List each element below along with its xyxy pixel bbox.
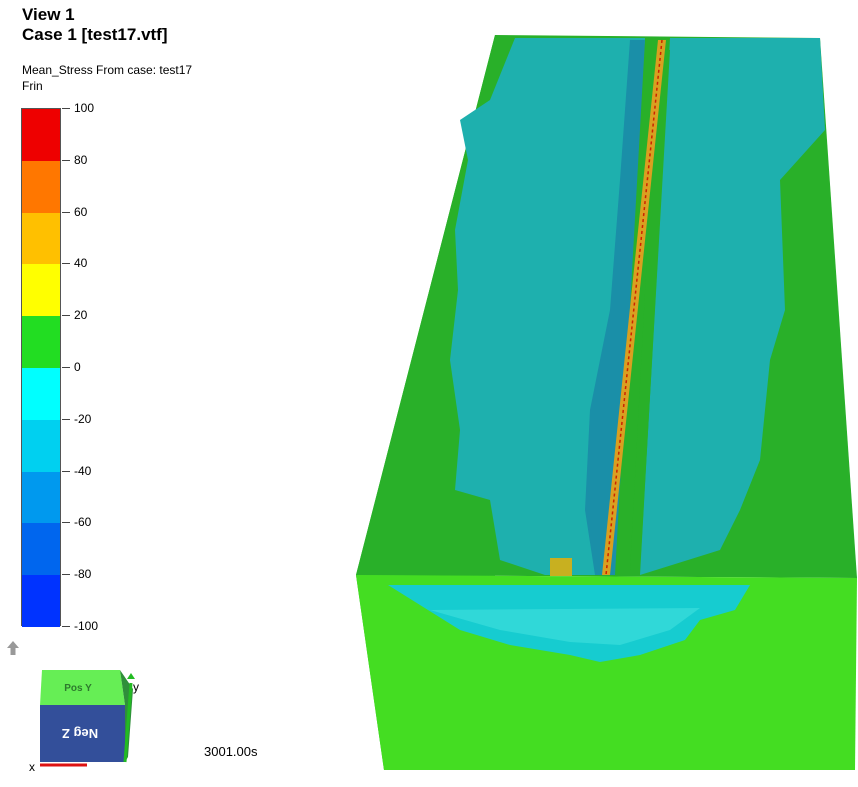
legend-tick-label: -80 (74, 567, 92, 582)
weld-seam (602, 40, 666, 575)
y-axis-arrow (123, 682, 133, 763)
color-legend (21, 108, 61, 628)
legend-color-band (22, 212, 60, 265)
home-arrow-icon[interactable] (6, 640, 20, 656)
legend-tick-label: 0 (74, 360, 81, 374)
cube-pos-y-label: Pos Y (64, 683, 92, 694)
stress-region-green-strip (630, 50, 670, 570)
legend-tick-mark (62, 418, 70, 420)
legend-color-band (22, 264, 60, 317)
legend-color-band (22, 368, 60, 421)
result-variable: Mean_Stress From case: test17 (22, 63, 193, 77)
legend-tick-mark (62, 574, 70, 576)
stress-hotspot (550, 558, 572, 576)
result-component: Frin (22, 79, 43, 93)
stress-region-front-cyan-inner (430, 608, 700, 645)
y-axis-arrowhead (127, 673, 135, 679)
legend-color-band (22, 471, 60, 524)
cube-front-face[interactable] (40, 705, 125, 762)
legend-color-band (22, 316, 60, 369)
legend-tick-mark (62, 159, 70, 161)
legend-tick-mark (62, 470, 70, 472)
legend-tick-label: -100 (74, 619, 99, 633)
view-title: View 1 (22, 5, 75, 24)
legend-tick-mark (62, 108, 70, 109)
cube-neg-z-label: Neg Z (62, 726, 98, 741)
legend-color-band (22, 160, 60, 214)
legend-tick-label: 20 (74, 308, 88, 323)
stress-region-blue-band (585, 40, 645, 575)
legend-tick-label: 100 (74, 101, 95, 115)
legend-color-band (22, 523, 60, 576)
legend-tick-mark (62, 367, 70, 368)
legend-tick-label: 40 (74, 256, 88, 271)
x-axis-label: x (29, 760, 35, 774)
legend-tick-label: -40 (74, 463, 92, 478)
orientation-cube[interactable]: Pos Y Neg Z x y (25, 665, 155, 775)
legend-tick-mark (62, 315, 70, 317)
3d-model-view[interactable] (340, 30, 858, 770)
case-title: Case 1 [test17.vtf] (22, 25, 168, 44)
legend-color-band (22, 575, 60, 628)
stress-region-cyan-right (640, 38, 825, 575)
legend-tick-mark (62, 626, 70, 627)
legend-tick-mark (62, 211, 70, 213)
y-axis-label: y (133, 680, 139, 694)
legend-tick-mark (62, 522, 70, 524)
legend-tick-label: -20 (74, 411, 92, 426)
legend-tick-mark (62, 263, 70, 265)
legend-color-band (22, 419, 60, 473)
legend-tick-label: -60 (74, 515, 92, 530)
cube-top-face[interactable] (40, 670, 125, 705)
legend-color-band (22, 109, 60, 162)
legend-tick-label: 80 (74, 152, 88, 167)
legend-tick-label: 60 (74, 204, 88, 219)
time-readout: 3001.00s (204, 744, 258, 759)
